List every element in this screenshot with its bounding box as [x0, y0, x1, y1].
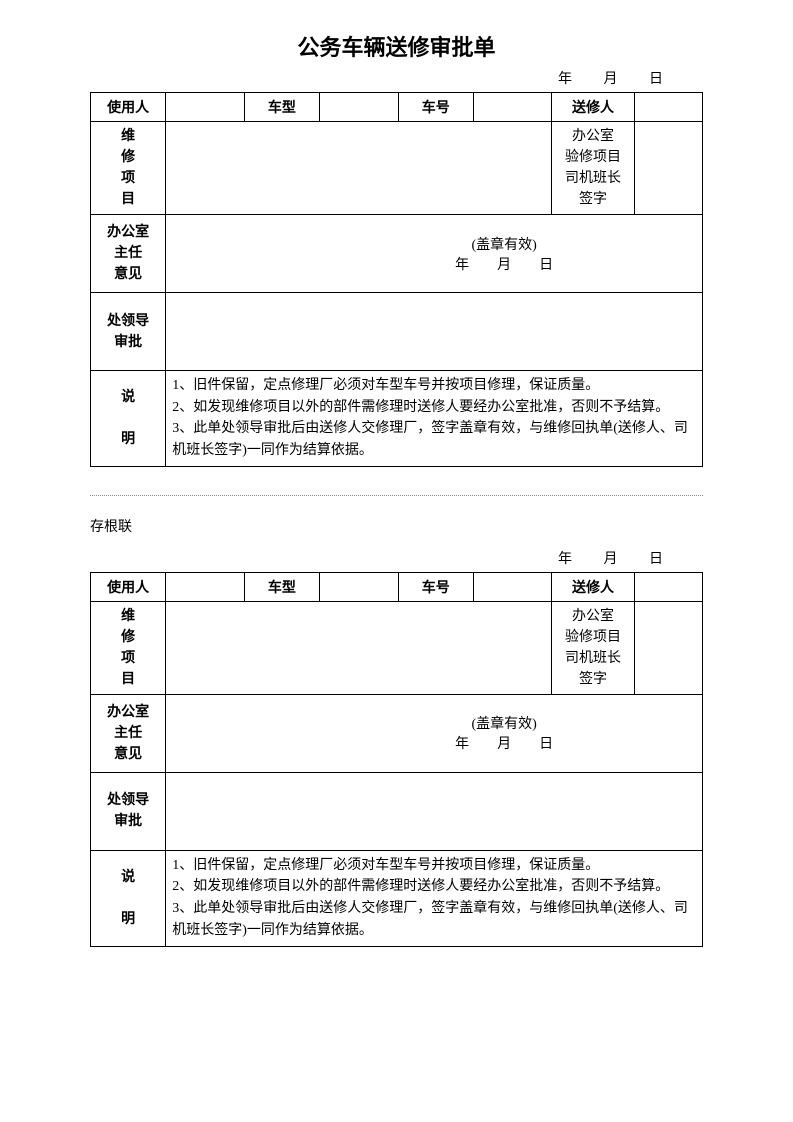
tear-divider — [90, 495, 703, 496]
notes-content: 1、旧件保留，定点修理厂必须对车型车号并按项目修理，保证质量。 2、如发现维修项… — [166, 371, 703, 467]
repair-item-label: 维 修 项 目 — [91, 122, 166, 215]
inspection-value-2[interactable] — [634, 601, 702, 694]
stamp-effective-text: (盖章有效) — [172, 234, 696, 254]
stamp-effective-text-2: (盖章有效) — [172, 713, 696, 733]
plate-label: 车号 — [398, 93, 473, 122]
sender-label-2: 送修人 — [552, 572, 634, 601]
stamp-date-text: 年 月 日 — [172, 254, 696, 274]
notes-label: 说 明 — [91, 371, 166, 467]
month-label: 月 — [604, 72, 618, 87]
office-opinion-value[interactable]: (盖章有效) 年 月 日 — [166, 215, 703, 293]
day-label-2: 日 — [649, 552, 663, 567]
bottom-date-line: 年 月 日 — [90, 548, 703, 568]
office-opinion-label-2: 办公室 主任 意见 — [91, 694, 166, 772]
plate-label-2: 车号 — [398, 572, 473, 601]
year-label: 年 — [558, 72, 572, 87]
day-label: 日 — [649, 72, 663, 87]
plate-value-2[interactable] — [473, 572, 552, 601]
leader-approval-value-2[interactable] — [166, 772, 703, 850]
approval-form-top: 使用人 车型 车号 送修人 维 修 项 目 办公室 验修项目 司机班长 签字 办… — [90, 92, 703, 467]
user-label-2: 使用人 — [91, 572, 166, 601]
month-label-2: 月 — [604, 552, 618, 567]
repair-item-value[interactable] — [166, 122, 552, 215]
type-value-2[interactable] — [320, 572, 399, 601]
sender-value-2[interactable] — [634, 572, 702, 601]
sender-value[interactable] — [634, 93, 702, 122]
notes-label-2: 说 明 — [91, 850, 166, 946]
inspection-label: 办公室 验修项目 司机班长 签字 — [552, 122, 634, 215]
leader-approval-label: 处领导 审批 — [91, 293, 166, 371]
office-opinion-value-2[interactable]: (盖章有效) 年 月 日 — [166, 694, 703, 772]
notes-content-2: 1、旧件保留，定点修理厂必须对车型车号并按项目修理，保证质量。 2、如发现维修项… — [166, 850, 703, 946]
office-opinion-label: 办公室 主任 意见 — [91, 215, 166, 293]
type-label-2: 车型 — [244, 572, 319, 601]
repair-item-value-2[interactable] — [166, 601, 552, 694]
type-label: 车型 — [244, 93, 319, 122]
stub-label: 存根联 — [90, 516, 703, 536]
sender-label: 送修人 — [552, 93, 634, 122]
stamp-date-text-2: 年 月 日 — [172, 733, 696, 753]
leader-approval-label-2: 处领导 审批 — [91, 772, 166, 850]
leader-approval-value[interactable] — [166, 293, 703, 371]
type-value[interactable] — [320, 93, 399, 122]
user-value[interactable] — [166, 93, 245, 122]
top-date-line: 年 月 日 — [90, 68, 703, 88]
inspection-label-2: 办公室 验修项目 司机班长 签字 — [552, 601, 634, 694]
user-value-2[interactable] — [166, 572, 245, 601]
inspection-value[interactable] — [634, 122, 702, 215]
repair-item-label-2: 维 修 项 目 — [91, 601, 166, 694]
approval-form-bottom: 使用人 车型 车号 送修人 维 修 项 目 办公室 验修项目 司机班长 签字 办… — [90, 572, 703, 947]
plate-value[interactable] — [473, 93, 552, 122]
page-title: 公务车辆送修审批单 — [90, 30, 703, 62]
user-label: 使用人 — [91, 93, 166, 122]
year-label-2: 年 — [558, 552, 572, 567]
